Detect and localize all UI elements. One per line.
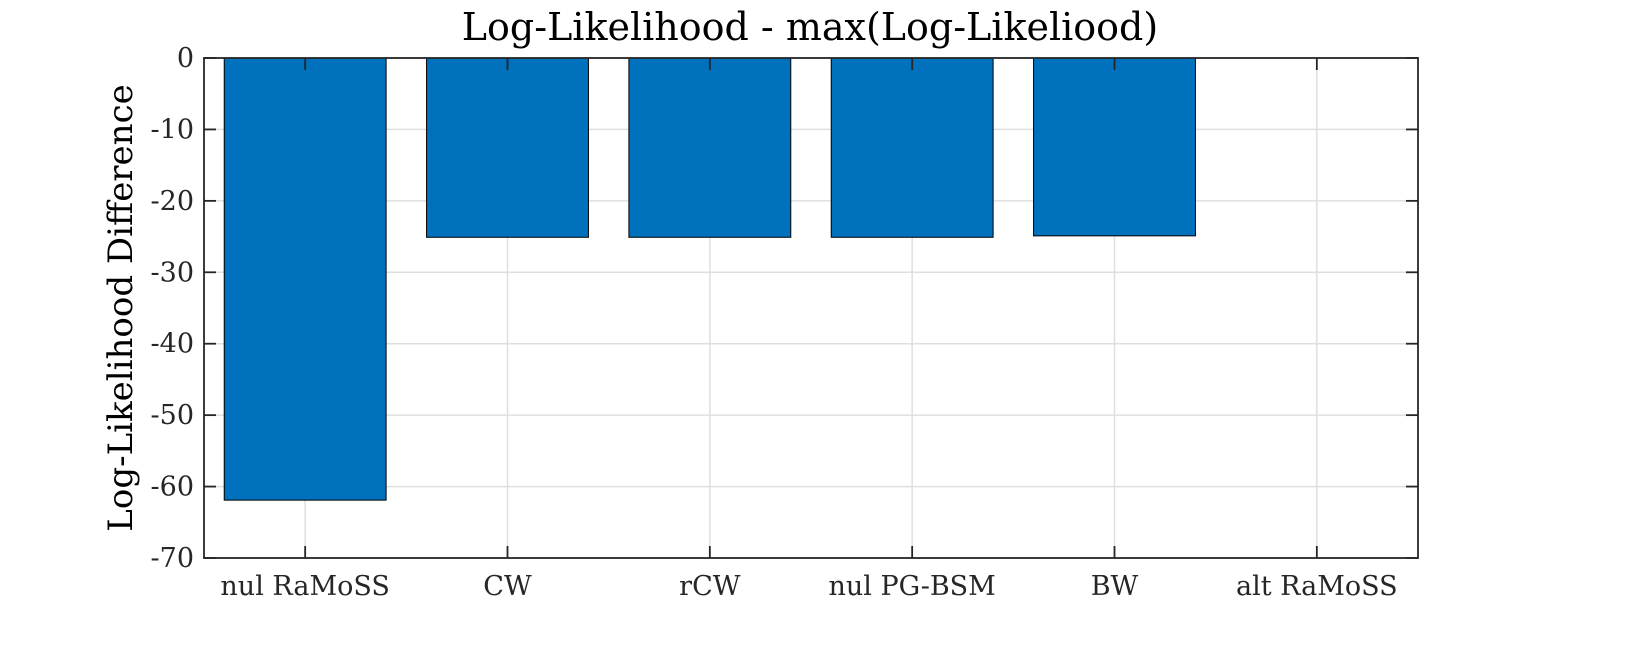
y-tick-label: -60 [151, 472, 194, 503]
bars [223, 57, 1196, 501]
y-tick-label: -50 [151, 400, 194, 431]
y-tick-label: -40 [151, 329, 194, 360]
bar [1033, 57, 1196, 237]
bar [223, 57, 387, 501]
chart-title: Log-Likelihood - max(Log-Likeliood) [462, 5, 1158, 49]
y-axis-label: Log-Likelihood Difference [101, 84, 141, 531]
axis-ticks [204, 57, 1418, 559]
y-tick-label: 0 [177, 43, 194, 74]
x-tick-label: CW [483, 571, 532, 602]
x-tick-label: alt RaMoSS [1236, 571, 1398, 602]
y-tick-label: -30 [151, 257, 194, 288]
y-tick-label: -20 [151, 186, 194, 217]
plot-frame [203, 57, 1419, 559]
x-tick-label: nul RaMoSS [220, 571, 389, 602]
x-tick-label: rCW [679, 571, 741, 602]
y-tick-label: -70 [151, 543, 194, 574]
x-tick-labels: nul RaMoSS CW rCW nul PG-BSM BW alt RaMoSS [220, 571, 1397, 602]
y-tick-labels: 0 -10 -20 -30 -40 -50 -60 -70 [151, 43, 194, 574]
x-tick-label: nul PG-BSM [828, 571, 995, 602]
bar [830, 57, 994, 238]
bar [628, 57, 792, 238]
y-tick-label: -10 [151, 114, 194, 145]
x-tick-label: BW [1091, 571, 1139, 602]
bar [426, 57, 589, 238]
